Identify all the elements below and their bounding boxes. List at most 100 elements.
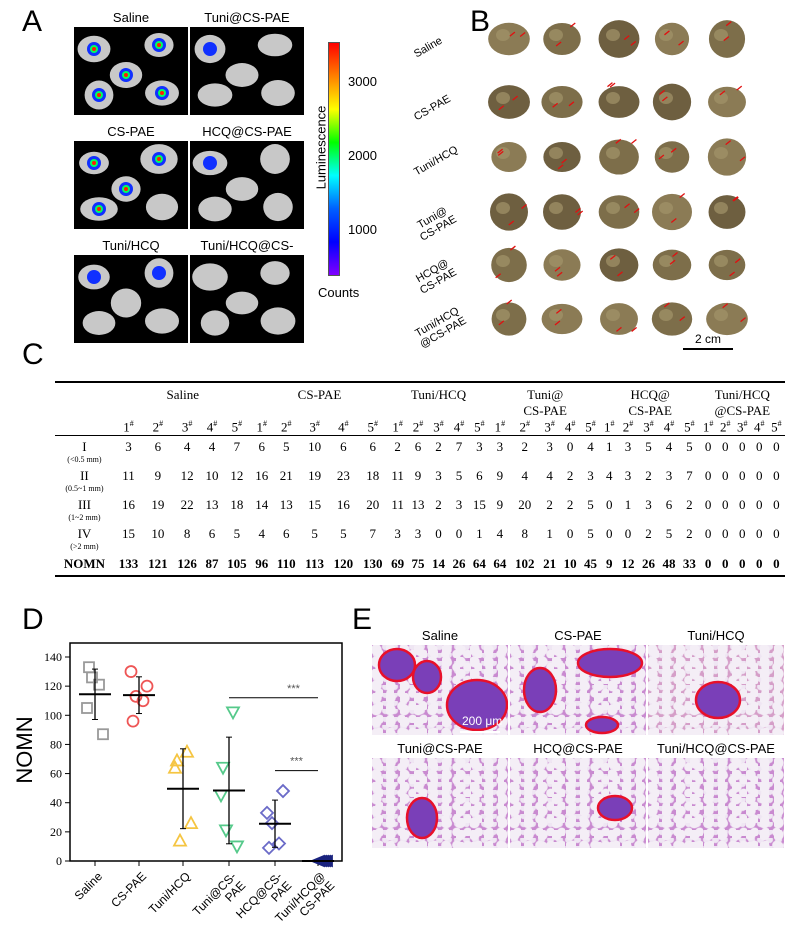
photo-row-label: Saline (412, 34, 445, 61)
table-cell: 0 (773, 526, 780, 542)
replicate-header: 2# (152, 419, 164, 435)
lung-photo (600, 303, 638, 335)
table-cell: 2 (566, 468, 574, 484)
scale-bar (683, 348, 733, 350)
table-cell: 5 (311, 526, 318, 542)
replicate-header: 2# (280, 419, 292, 435)
red-arrow-icon (498, 320, 505, 326)
table-cell: 0 (738, 497, 746, 513)
red-arrow-icon (729, 271, 736, 277)
replicate-header: 2# (519, 419, 531, 435)
table-cell: 121 (148, 556, 168, 572)
lung-photo (708, 195, 746, 229)
lung-photo (708, 20, 746, 58)
red-arrow-icon (616, 326, 622, 332)
colorbar-tick: 3000 (348, 74, 377, 89)
histology-title: Tuni/HCQ (687, 628, 745, 643)
lung-photo (543, 194, 584, 230)
group-header: CS-PAE (297, 387, 342, 402)
data-point (179, 743, 195, 758)
table-cell: 23 (336, 468, 350, 484)
luminescence-image (74, 141, 188, 229)
y-axis-label: NOMN (12, 716, 37, 783)
panel-label-e: E (352, 603, 373, 636)
lung-photo (707, 138, 747, 176)
group-header: HCQ@ CS-PAE (628, 387, 672, 418)
histology-title: Tuni/HCQ@CS-PAE (657, 741, 775, 756)
red-arrow-icon (561, 158, 567, 164)
table-cell: 1 (476, 526, 483, 542)
table-cell: 3 (496, 439, 504, 455)
table-cell: 5 (340, 526, 347, 542)
lung-photo (654, 22, 690, 56)
group-header: Tuni@ CS-PAE (523, 387, 567, 418)
table-cell: 0 (773, 497, 780, 513)
red-arrow-icon (739, 156, 746, 162)
table-cell: 4 (496, 526, 504, 542)
lung-photo (488, 85, 530, 119)
table-cell: 20 (518, 497, 532, 513)
table-cell: 3 (455, 497, 463, 513)
red-arrow-icon (732, 196, 739, 202)
data-point (225, 706, 241, 721)
table-cell: 0 (721, 468, 729, 484)
photo-row-label: Tuni/HCQ (412, 143, 461, 179)
photo-row-label: HCQ@ CS-PAE (413, 257, 459, 297)
replicate-header: 3# (433, 419, 444, 435)
red-arrow-icon (631, 138, 637, 144)
table-cell: 10 (308, 439, 322, 455)
red-arrow-icon (736, 85, 743, 91)
red-arrow-icon (497, 150, 504, 156)
data-point (261, 840, 277, 856)
table-cell: 0 (566, 526, 574, 542)
luminescence-image (74, 255, 188, 343)
red-arrow-icon (633, 208, 640, 214)
data-point (81, 702, 93, 714)
red-arrow-icon (506, 299, 513, 305)
table-cell: 33 (682, 556, 696, 572)
lung-lobe (192, 263, 228, 291)
table-cell: 4 (521, 468, 529, 484)
table-cell: 14 (255, 497, 269, 513)
red-arrow-icon (672, 252, 678, 258)
table-cell: 3 (624, 439, 632, 455)
table-cell: 5 (587, 526, 594, 542)
replicate-header: 5# (474, 419, 485, 435)
replicate-header: 5# (771, 419, 782, 435)
red-arrow-icon (630, 40, 637, 46)
table-cell: 15 (308, 497, 322, 513)
data-point (140, 679, 154, 693)
x-tick-label: CS-PAE (108, 869, 149, 910)
table-cell: 0 (738, 468, 746, 484)
nodule-circle (377, 647, 417, 683)
table-cell: 16 (122, 497, 136, 513)
table-cell: 15 (472, 497, 486, 513)
table-cell: 6 (414, 439, 422, 455)
table-cell: 120 (333, 556, 354, 572)
replicate-header: 1# (604, 419, 615, 435)
table-cell: 3 (624, 468, 632, 484)
data-point (275, 783, 291, 799)
replicate-header: 2# (719, 419, 731, 435)
lung-photo (652, 249, 692, 281)
colorbar-tick: 1000 (348, 222, 377, 237)
data-point (215, 761, 231, 776)
replicate-header: 4# (338, 419, 349, 435)
data-point (172, 832, 188, 847)
nomn-scatter-chart: 0 20 40 60 80 100 120 140 NOMN Saline CS-PAETuni/H… (12, 642, 343, 925)
significance-label: *** (290, 756, 304, 768)
red-arrow-icon (519, 32, 526, 38)
table-cell: 69 (391, 556, 405, 572)
photo-row-label: Tuni@ CS-PAE (415, 204, 459, 244)
table-cell: 18 (366, 468, 380, 484)
lung-photo (708, 249, 746, 281)
table-cell: 2 (435, 497, 442, 513)
group-header: Saline (166, 387, 199, 402)
luminescence-image (190, 141, 304, 229)
table-cell: 8 (521, 526, 529, 542)
table-row: I (<0.5 mm) 3 6 4 4 7 6 5 10 6 6 2 6 2 7 3 3 2 3 0 4 1 3 5 4 5 0 0 0 0… (55, 436, 785, 466)
table-cell: 2 (686, 497, 693, 513)
red-arrow-icon (617, 271, 623, 277)
red-arrow-icon (670, 217, 677, 223)
table-cell: 13 (411, 497, 425, 513)
